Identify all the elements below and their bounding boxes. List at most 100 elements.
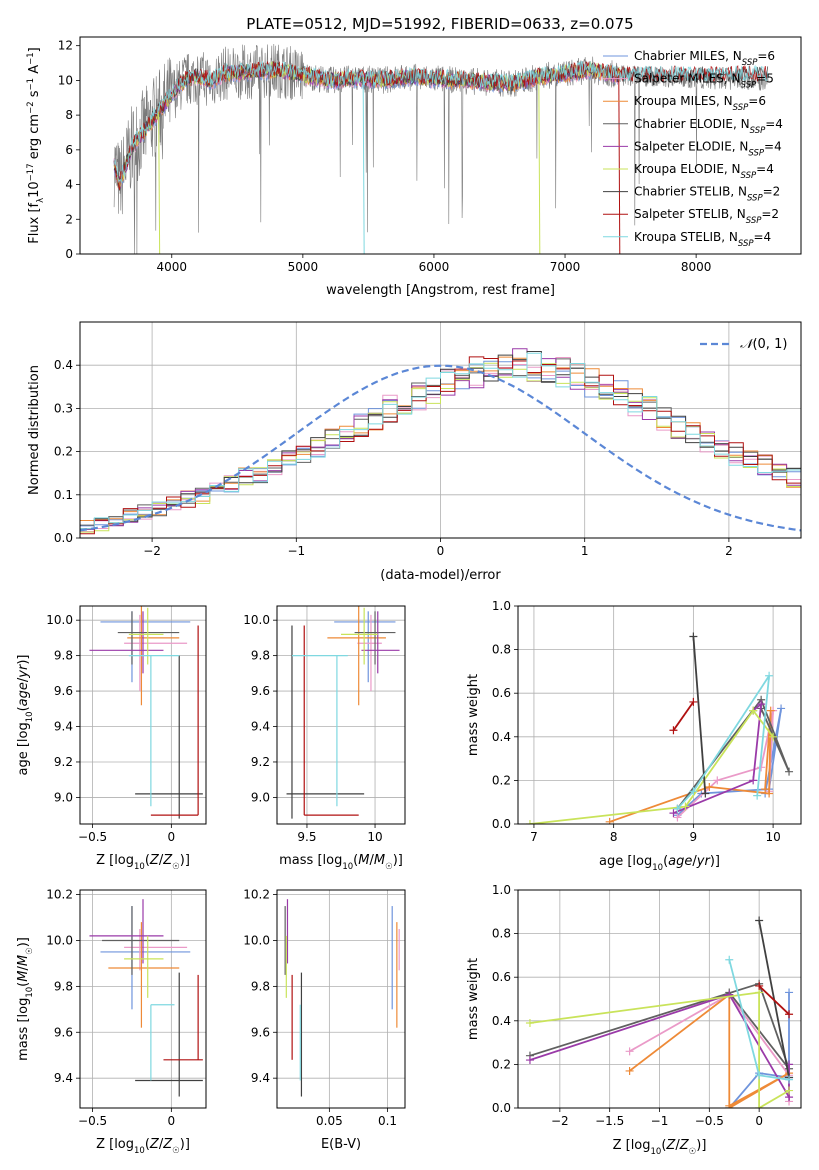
- x-tick-label: −1.5: [595, 1114, 624, 1128]
- weight-point-salpeter_stelib: [785, 1010, 794, 1019]
- weight_vs_age-panel: 7 8 9 10 0.0 0.2 0.4 0.6 0.8 1.0 age [log10(age/yr…: [466, 599, 802, 873]
- x-tick-label: 7: [530, 830, 538, 844]
- mass_vs_ebv-panel: 0.05 0.1 9.4 9.6 9.8 10.0 10.2 E(B-V): [243, 888, 406, 1152]
- x-tick-label: 0: [168, 830, 176, 844]
- weight-point-kroupa_miles: [765, 789, 774, 798]
- weight-point-kroupa_miles: [705, 782, 714, 791]
- y-tick-label: 9.6: [54, 1025, 73, 1039]
- x-tick-label: −0.5: [78, 830, 107, 844]
- weight-point-salpeter_elodie: [757, 700, 766, 709]
- legend-label-kroupa_elodie: Kroupa ELODIE, NSSP=4: [634, 162, 774, 181]
- weight_vs_Z-xlabel: Z [log10(Z/Z☉)]: [613, 1138, 707, 1157]
- residuals-plot-area: [80, 348, 801, 535]
- spectrum-legend: Chabrier MILES, NSSP=6 Salpeter MILES, NS…: [603, 49, 783, 249]
- spectrum-feature-kroupa_stelib: [362, 79, 365, 254]
- y-tick-label: 9.8: [251, 649, 270, 663]
- x-tick-label: 6000: [419, 260, 450, 274]
- weight-point-chabrier_miles: [785, 988, 794, 997]
- x-tick-label: 2: [725, 544, 733, 558]
- age_vs_Z-ylabel: age [log10(age/yr)]: [16, 655, 35, 776]
- x-tick-label: −1: [287, 544, 305, 558]
- residuals-xlabel: (data-model)/error: [380, 568, 501, 583]
- weight-line-kroupa_elodie: [529, 709, 774, 824]
- weight-point-chabrier_stelib: [701, 789, 710, 798]
- axes-frame: [79, 321, 802, 539]
- legend-label-salpeter_miles: Salpeter MILES, NSSP=5: [634, 72, 774, 91]
- weight-point-kroupa_elodie: [525, 820, 534, 824]
- weight-point-salpeter_miles: [673, 813, 682, 822]
- weight-point-kroupa_miles: [766, 706, 775, 715]
- y-tick-label: 1.0: [492, 599, 511, 613]
- y-tick-label: 9.8: [251, 979, 270, 993]
- spectrum-feature-kroupa_elodie: [538, 76, 541, 254]
- y-tick-label: 10.0: [243, 933, 270, 947]
- spectrum-model-salpeter_stelib: [113, 60, 769, 191]
- weight-point-salpeter_elodie: [749, 776, 758, 785]
- y-tick-label: 10.2: [46, 888, 73, 902]
- weight-line-chabrier_elodie: [676, 697, 790, 810]
- y-tick-label: 0.2: [492, 1057, 511, 1071]
- axes-frame: [79, 605, 207, 825]
- age_vs_mass-xlabel: mass [log10(M/M☉)]: [279, 853, 403, 872]
- y-tick-label: 10.2: [243, 888, 270, 902]
- weight-point-kroupa_stelib: [753, 791, 762, 800]
- weight-point-salpeter_stelib: [689, 697, 698, 706]
- weight_vs_Z-ylabel: mass weight: [466, 958, 481, 1040]
- x-tick-label: 1: [581, 544, 589, 558]
- weight_vs_Z-plot-area: [525, 916, 794, 1108]
- weight-point-kroupa_stelib: [785, 1075, 794, 1084]
- y-tick-label: 9.4: [54, 720, 73, 734]
- hist-salpeter_stelib: [80, 356, 801, 535]
- spectrum-xlabel: wavelength [Angstrom, rest frame]: [326, 283, 555, 298]
- weight-point-kroupa_elodie: [749, 706, 758, 715]
- weight-point-salpeter_stelib: [669, 726, 678, 735]
- y-tick-label: 0.8: [492, 927, 511, 941]
- x-tick-label: 0.1: [378, 1114, 397, 1128]
- legend-label-gaussian: 𝒩(0, 1): [740, 337, 787, 352]
- y-tick-label: 10.0: [243, 613, 270, 627]
- y-tick-label: 0: [65, 247, 73, 261]
- y-tick-label: 0.4: [492, 730, 511, 744]
- hist-kroupa_stelib: [80, 352, 801, 530]
- x-tick-label: 0: [755, 1114, 763, 1128]
- y-tick-label: 0.2: [492, 773, 511, 787]
- y-tick-label: 9.8: [54, 979, 73, 993]
- weight-point-kroupa_miles: [725, 1104, 734, 1108]
- legend-label-salpeter_stelib: Salpeter STELIB, NSSP=2: [634, 207, 779, 226]
- x-tick-label: 0: [437, 544, 445, 558]
- y-tick-label: 0.1: [54, 488, 73, 502]
- spectrum-ylabel: Flux [fλ10−17 erg cm−2 s−1 A−1]: [26, 47, 46, 243]
- weight-point-kroupa_stelib: [765, 671, 774, 680]
- y-tick-label: 0.6: [492, 686, 511, 700]
- residuals-ylabel: Normed distribution: [27, 365, 42, 495]
- mass_vs_Z-ylabel: mass [log10(M/M☉)]: [16, 937, 35, 1061]
- axes-frame: [79, 36, 802, 255]
- x-tick-label: −1: [651, 1114, 669, 1128]
- spectrum-plot-area: [113, 43, 769, 254]
- weight-point-salpeter_elodie: [525, 1056, 534, 1065]
- age_vs_Z-panel: −0.5 0 9.0 9.2 9.4 9.6 9.8 10.0 Z [log10(Z/Z☉)] a…: [16, 605, 207, 872]
- weight-point-salpeter_miles: [713, 776, 722, 785]
- weight-point-kroupa_stelib: [689, 787, 698, 796]
- y-tick-label: 2: [65, 212, 73, 226]
- hist-kroupa_elodie: [80, 362, 801, 533]
- y-tick-label: 9.2: [251, 755, 270, 769]
- legend-label-salpeter_elodie: Salpeter ELODIE, NSSP=4: [634, 139, 782, 158]
- weight-point-kroupa_elodie: [755, 1104, 764, 1108]
- x-tick-label: 8: [610, 830, 618, 844]
- legend-label-chabrier_stelib: Chabrier STELIB, NSSP=2: [634, 185, 780, 204]
- y-tick-label: 1.0: [492, 883, 511, 897]
- weight-line-salpeter_stelib: [758, 985, 790, 1015]
- x-tick-label: 10: [367, 830, 382, 844]
- x-tick-label: 10: [765, 830, 780, 844]
- weight_vs_age-plot-area: [525, 632, 794, 824]
- weight_vs_age-ylabel: mass weight: [466, 674, 481, 756]
- residuals-panel: −2 −1 0 1 2 0.0 0.1 0.2 0.3 0.4 (data-model)/error…: [27, 321, 802, 583]
- x-tick-label: −2: [143, 544, 161, 558]
- y-tick-label: 9.4: [251, 1071, 270, 1085]
- y-tick-label: 9.6: [251, 684, 270, 698]
- weight-line-salpeter_elodie: [673, 702, 763, 814]
- age_vs_mass-panel: 9.5 10 9.0 9.2 9.4 9.6 9.8 10.0 mass [log10(M/M☉…: [243, 605, 406, 872]
- y-tick-label: 0.3: [54, 401, 73, 415]
